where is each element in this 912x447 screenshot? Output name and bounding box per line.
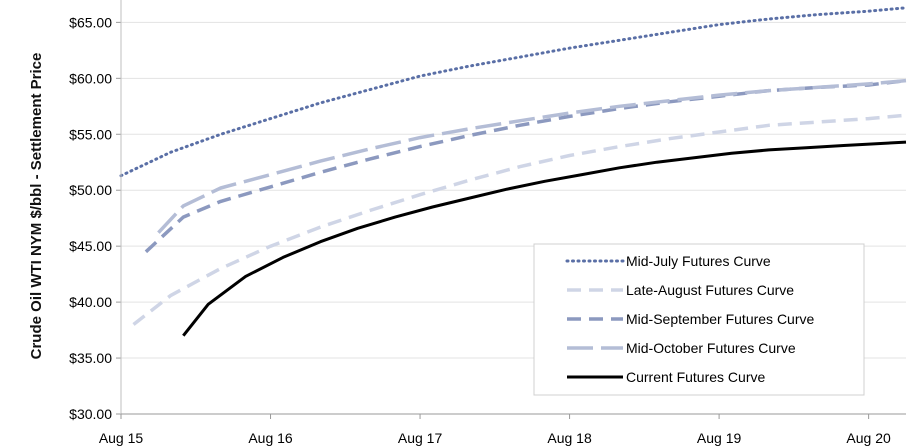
legend: Mid-July Futures Curve Late-August Future…	[533, 243, 865, 396]
y-tick-label: $50.00	[69, 182, 112, 198]
x-tick-label: Aug 20	[846, 430, 891, 446]
series-line-1	[119, 6, 908, 178]
y-axis-title: Crude Oil WTI NYM $/bbl - Settlement Pri…	[28, 53, 45, 360]
y-tick-label: $55.00	[69, 126, 112, 142]
legend-label: Mid-October Futures Curve	[626, 340, 796, 356]
y-axis-ticks: $30.00 $35.00 $40.00 $45.00 $50.00 $55.00 $60.…	[69, 14, 121, 422]
x-tick-label: Aug 19	[697, 430, 742, 446]
x-tick-label: Aug 15	[99, 430, 144, 446]
series-line-2	[132, 113, 907, 326]
series-lines	[119, 6, 908, 337]
y-tick-label: $65.00	[69, 14, 112, 30]
y-tick-label: $35.00	[69, 350, 112, 366]
y-tick-label: $60.00	[69, 70, 112, 86]
x-axis-ticks: Aug 15 Aug 16 Aug 17 Aug 18 Aug 19 Aug 20	[99, 414, 891, 446]
x-tick-label: Aug 16	[248, 430, 293, 446]
series-line-5	[182, 140, 907, 337]
legend-label: Mid-July Futures Curve	[626, 253, 771, 269]
x-tick-label: Aug 18	[547, 430, 592, 446]
y-tick-label: $30.00	[69, 406, 112, 422]
y-tick-label: $45.00	[69, 238, 112, 254]
x-tick-label: Aug 17	[398, 430, 443, 446]
gridlines	[121, 21, 906, 359]
y-tick-label: $40.00	[69, 294, 112, 310]
legend-label: Current Futures Curve	[626, 369, 765, 385]
legend-label: Mid-September Futures Curve	[626, 311, 815, 327]
legend-label: Late-August Futures Curve	[626, 282, 794, 298]
series-line-4	[157, 78, 907, 234]
